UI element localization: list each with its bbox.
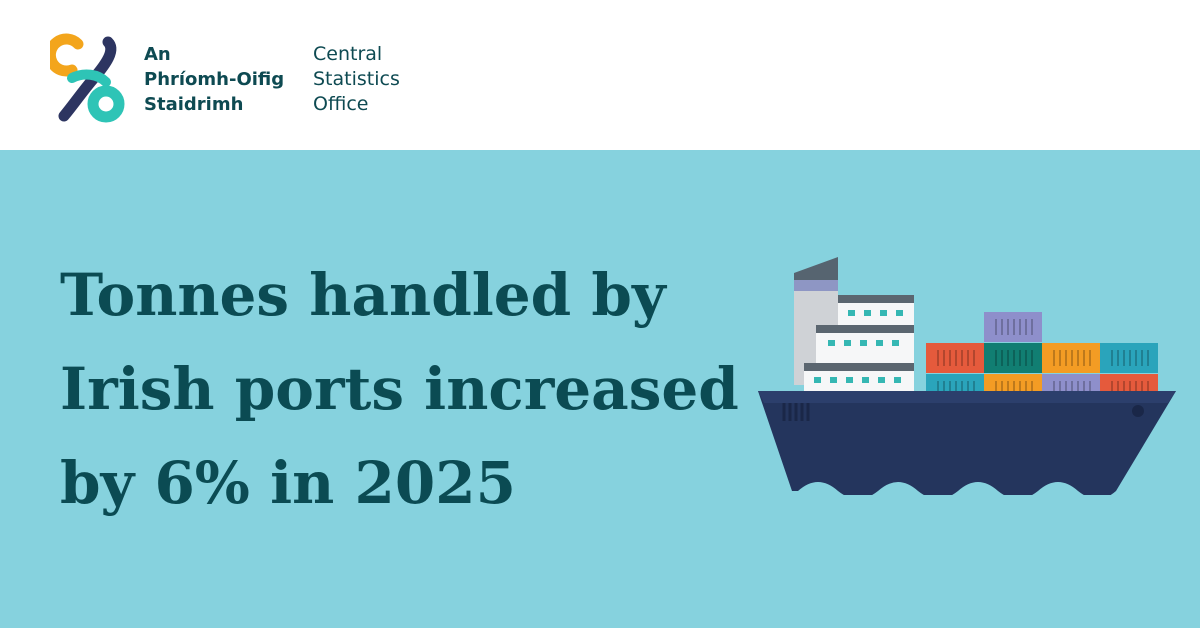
headline-line: Tonnes handled by [60, 261, 666, 329]
irish-org-name: An Phríomh-Oifig Staidrimh [144, 42, 284, 117]
container-ship-icon [758, 257, 1176, 495]
headline-line: Irish ports increased [60, 355, 739, 423]
cso-logo-icon [50, 33, 125, 123]
headline: Tonnes handled by Irish ports increased … [60, 248, 760, 530]
english-org-name: Central Statistics Office [313, 42, 400, 117]
irish-name-line: Staidrimh [144, 94, 244, 115]
irish-name-line: Phríomh-Oifig [144, 69, 285, 90]
english-name-line: Central [313, 43, 383, 65]
irish-name-line: An [144, 44, 171, 65]
header-bar: An Phríomh-Oifig Staidrimh Central Stati… [0, 0, 1200, 150]
headline-banner: Tonnes handled by Irish ports increased … [0, 150, 1200, 628]
english-name-line: Office [313, 93, 369, 115]
headline-line: by 6% in 2025 [60, 449, 516, 517]
english-name-line: Statistics [313, 68, 400, 90]
